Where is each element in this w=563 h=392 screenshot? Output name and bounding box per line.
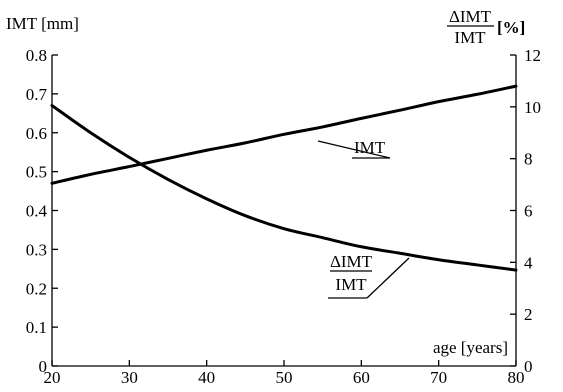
right-y-axis-label: ΔIMT IMT [%]: [447, 7, 525, 47]
delta-imt-series-line: [50, 104, 518, 272]
imt-series-label: IMT: [317, 138, 391, 159]
delta-imt-series-label: ΔIMT IMT: [328, 252, 410, 299]
left-y-tick-label: 0.7: [26, 85, 48, 104]
x-tick-label: 20: [44, 368, 61, 387]
left-y-tick-label: 0.5: [26, 163, 47, 182]
right-y-tick-label: 12: [524, 46, 541, 65]
left-y-tick-label: 0: [39, 357, 48, 376]
series-layer: [50, 84, 518, 272]
right-y-axis-label-unit: [%]: [497, 18, 525, 37]
left-y-tick-label: 0.3: [26, 240, 47, 259]
delta-imt-series-label-leader: [366, 257, 410, 299]
right-y-axis-label-denominator: IMT: [454, 28, 486, 47]
left-y-tick-label: 0.6: [26, 124, 47, 143]
right-y-tick-label: 4: [524, 253, 533, 272]
x-tick-label: 80: [508, 368, 525, 387]
imt-series-label-text: IMT: [354, 138, 386, 157]
right-y-tick-label: 2: [524, 305, 533, 324]
imt-series-label-leader: [317, 140, 391, 159]
left-y-tick-label: 0.8: [26, 46, 47, 65]
delta-imt-series-label-numerator: ΔIMT: [330, 252, 373, 271]
left-y-tick-label: 0.4: [26, 202, 48, 221]
left-y-tick-label: 0.2: [26, 279, 47, 298]
left-y-axis-label: IMT [mm]: [6, 14, 79, 33]
right-y-axis-label-numerator: ΔIMT: [449, 7, 492, 26]
delta-imt-series-label-denominator: IMT: [335, 275, 367, 294]
x-axis-label: age [years]: [433, 338, 508, 357]
ticks: 0 0.1 0.2 0.3 0.4 0.5 0.6 0.7 0.8 0 2 4 6 8 10 12 20 30 40…: [26, 46, 541, 387]
axes: [51, 55, 517, 367]
imt-series-line: [50, 84, 518, 185]
x-tick-label: 70: [430, 368, 447, 387]
x-tick-label: 40: [198, 368, 215, 387]
right-y-tick-label: 8: [524, 150, 533, 169]
right-y-tick-label: 0: [524, 357, 533, 376]
x-tick-label: 50: [276, 368, 293, 387]
right-y-tick-label: 10: [524, 98, 541, 117]
x-tick-label: 60: [353, 368, 370, 387]
left-y-tick-label: 0.1: [26, 318, 47, 337]
x-tick-label: 30: [121, 368, 138, 387]
right-y-tick-label: 6: [524, 202, 533, 221]
